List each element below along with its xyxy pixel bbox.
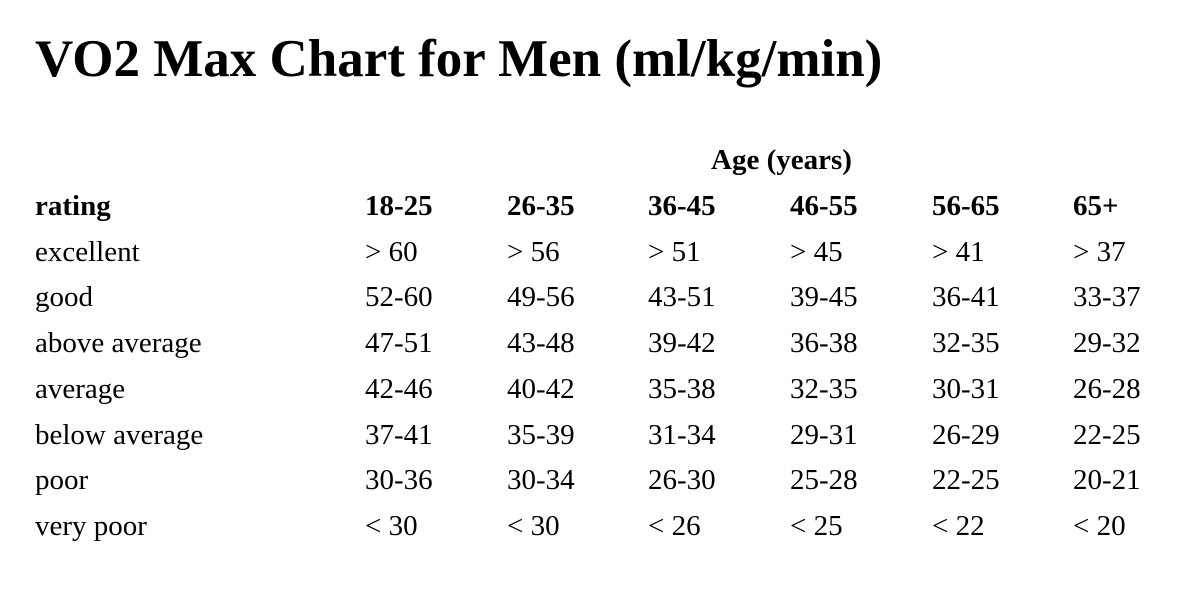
table-cell: 26-30 [648, 464, 716, 497]
table-cell: 36-38 [790, 327, 858, 360]
column-header: 56-65 [932, 190, 1000, 222]
table-cell: 20-21 [1073, 464, 1141, 497]
table-cell: 25-28 [790, 464, 858, 497]
table-cell: 40-42 [507, 372, 575, 405]
table-cell: > 56 [507, 235, 560, 268]
column-header: 65+ [1073, 190, 1119, 222]
table-cell: > 60 [365, 235, 418, 268]
row-label: below average [35, 418, 204, 451]
table-cell: 43-48 [507, 327, 575, 360]
column-header: 46-55 [790, 190, 858, 222]
page-title: VO2 Max Chart for Men (ml/kg/min) [35, 30, 883, 88]
column-header: 36-45 [648, 190, 716, 222]
table-cell: 32-35 [790, 372, 858, 405]
table-cell: < 22 [932, 509, 985, 542]
table-cell: 39-45 [790, 281, 858, 314]
table-cell: < 30 [365, 509, 418, 542]
table-cell: 31-34 [648, 418, 716, 451]
table-cell: 36-41 [932, 281, 1000, 314]
row-label: good [35, 281, 93, 314]
table-cell: 26-29 [932, 418, 1000, 451]
row-label: average [35, 372, 126, 405]
table-cell: 35-39 [507, 418, 575, 451]
table-cell: 22-25 [932, 464, 1000, 497]
table-cell: 33-37 [1073, 281, 1141, 314]
table-cell: 35-38 [648, 372, 716, 405]
column-header: rating [35, 190, 111, 222]
table-cell: < 26 [648, 509, 701, 542]
table-cell: 29-31 [790, 418, 858, 451]
table-cell: < 30 [507, 509, 560, 542]
column-header: 26-35 [507, 190, 575, 222]
table-cell: > 45 [790, 235, 843, 268]
table-cell: < 25 [790, 509, 843, 542]
table-cell: > 37 [1073, 235, 1126, 268]
table-cell: 29-32 [1073, 327, 1141, 360]
table-cell: > 41 [932, 235, 985, 268]
table-cell: 26-28 [1073, 372, 1141, 405]
row-label: above average [35, 327, 202, 360]
table-cell: < 20 [1073, 509, 1126, 542]
table-cell: 49-56 [507, 281, 575, 314]
table-cell: 30-31 [932, 372, 1000, 405]
table-cell: 22-25 [1073, 418, 1141, 451]
table-cell: 52-60 [365, 281, 433, 314]
column-header: 18-25 [365, 190, 433, 222]
table-cell: 32-35 [932, 327, 1000, 360]
table-cell: 42-46 [365, 372, 433, 405]
row-label: very poor [35, 509, 147, 542]
table-cell: > 51 [648, 235, 701, 268]
table-cell: 43-51 [648, 281, 716, 314]
table-cell: 30-36 [365, 464, 433, 497]
table-cell: 37-41 [365, 418, 433, 451]
table-cell: 39-42 [648, 327, 716, 360]
group-header: Age (years) [711, 144, 852, 176]
row-label: excellent [35, 235, 140, 268]
table-cell: 47-51 [365, 327, 433, 360]
table-cell: 30-34 [507, 464, 575, 497]
row-label: poor [35, 464, 89, 497]
